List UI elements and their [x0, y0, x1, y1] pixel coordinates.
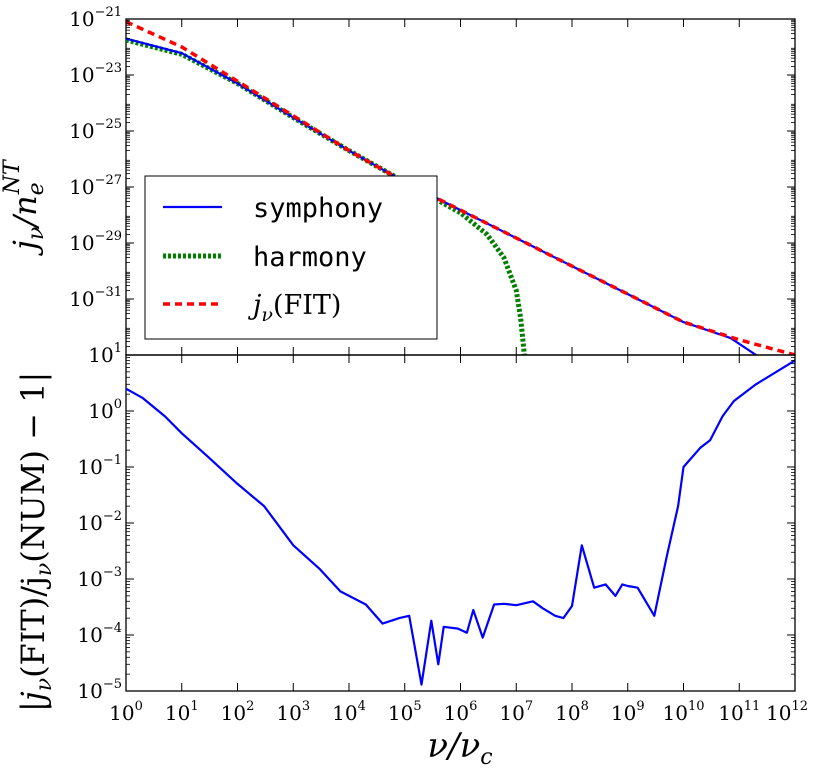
- top-y-axis-label: jν/neNT: [0, 158, 49, 256]
- x-tick-label: 1012: [766, 699, 808, 725]
- x-tick-label: 104: [332, 699, 366, 725]
- y-tick-label: 100: [88, 397, 122, 423]
- x-tick-label: 107: [499, 699, 533, 725]
- top-y-label-text: jν/neNT: [0, 158, 49, 256]
- x-tick-label: 100: [109, 699, 143, 725]
- y-tick-label: 10−29: [69, 229, 122, 255]
- x-tick-label: 101: [165, 699, 199, 725]
- y-tick-label: 10−25: [69, 117, 122, 143]
- x-tick-label: 109: [611, 699, 645, 725]
- y-tick-label: 10−23: [69, 61, 122, 87]
- top-plot-area: 10−21 10−23 10−25 10−27 10−29 10−31 jν/neNT s…: [0, 5, 796, 356]
- x-tick-label: 108: [555, 699, 589, 725]
- bottom-y-label-text: |jν(FIT)/jν(NUM) − 1|: [14, 372, 57, 712]
- y-tick-label: 101: [88, 341, 122, 367]
- x-tick-label: 103: [276, 699, 310, 725]
- y-tick-label: 10−1: [77, 453, 122, 479]
- y-tick-label: 10−21: [69, 5, 122, 31]
- bottom-y-axis-label: |jν(FIT)/jν(NUM) − 1|: [14, 372, 57, 712]
- bottom-y-ticks: 101 100 10−1 10−2 10−3 10−4 10−5: [77, 341, 795, 703]
- bottom-x-ticks: 100 101 102 103 104 105 106 107 108 109 1010 1011 10…: [109, 19, 808, 725]
- x-axis-label-text: ν/νc: [427, 726, 492, 770]
- series-line-jfit: [126, 20, 795, 355]
- bottom-series-group: [126, 359, 795, 686]
- y-tick-label: 10−5: [77, 677, 122, 703]
- x-tick-label: 1011: [718, 699, 760, 725]
- x-tick-label: 1010: [663, 699, 705, 725]
- bottom-x-axis-label: ν/νc: [427, 726, 492, 770]
- y-tick-label: 10−31: [69, 285, 122, 311]
- x-tick-label: 106: [444, 699, 478, 725]
- y-tick-label: 10−4: [77, 621, 122, 647]
- y-tick-label: 10−27: [69, 173, 122, 199]
- y-tick-label: 10−2: [77, 509, 122, 535]
- top-y-ticks: 10−21 10−23 10−25 10−27 10−29 10−31: [69, 5, 795, 347]
- series-line-relative-difference: [126, 359, 795, 686]
- legend-label-symphony: symphony: [253, 193, 383, 224]
- x-tick-label: 105: [388, 699, 422, 725]
- legend-label-harmony: harmony: [253, 242, 367, 273]
- x-tick-label: 102: [221, 699, 255, 725]
- bottom-plot-frame: [125, 354, 796, 692]
- y-tick-label: 10−3: [77, 565, 122, 591]
